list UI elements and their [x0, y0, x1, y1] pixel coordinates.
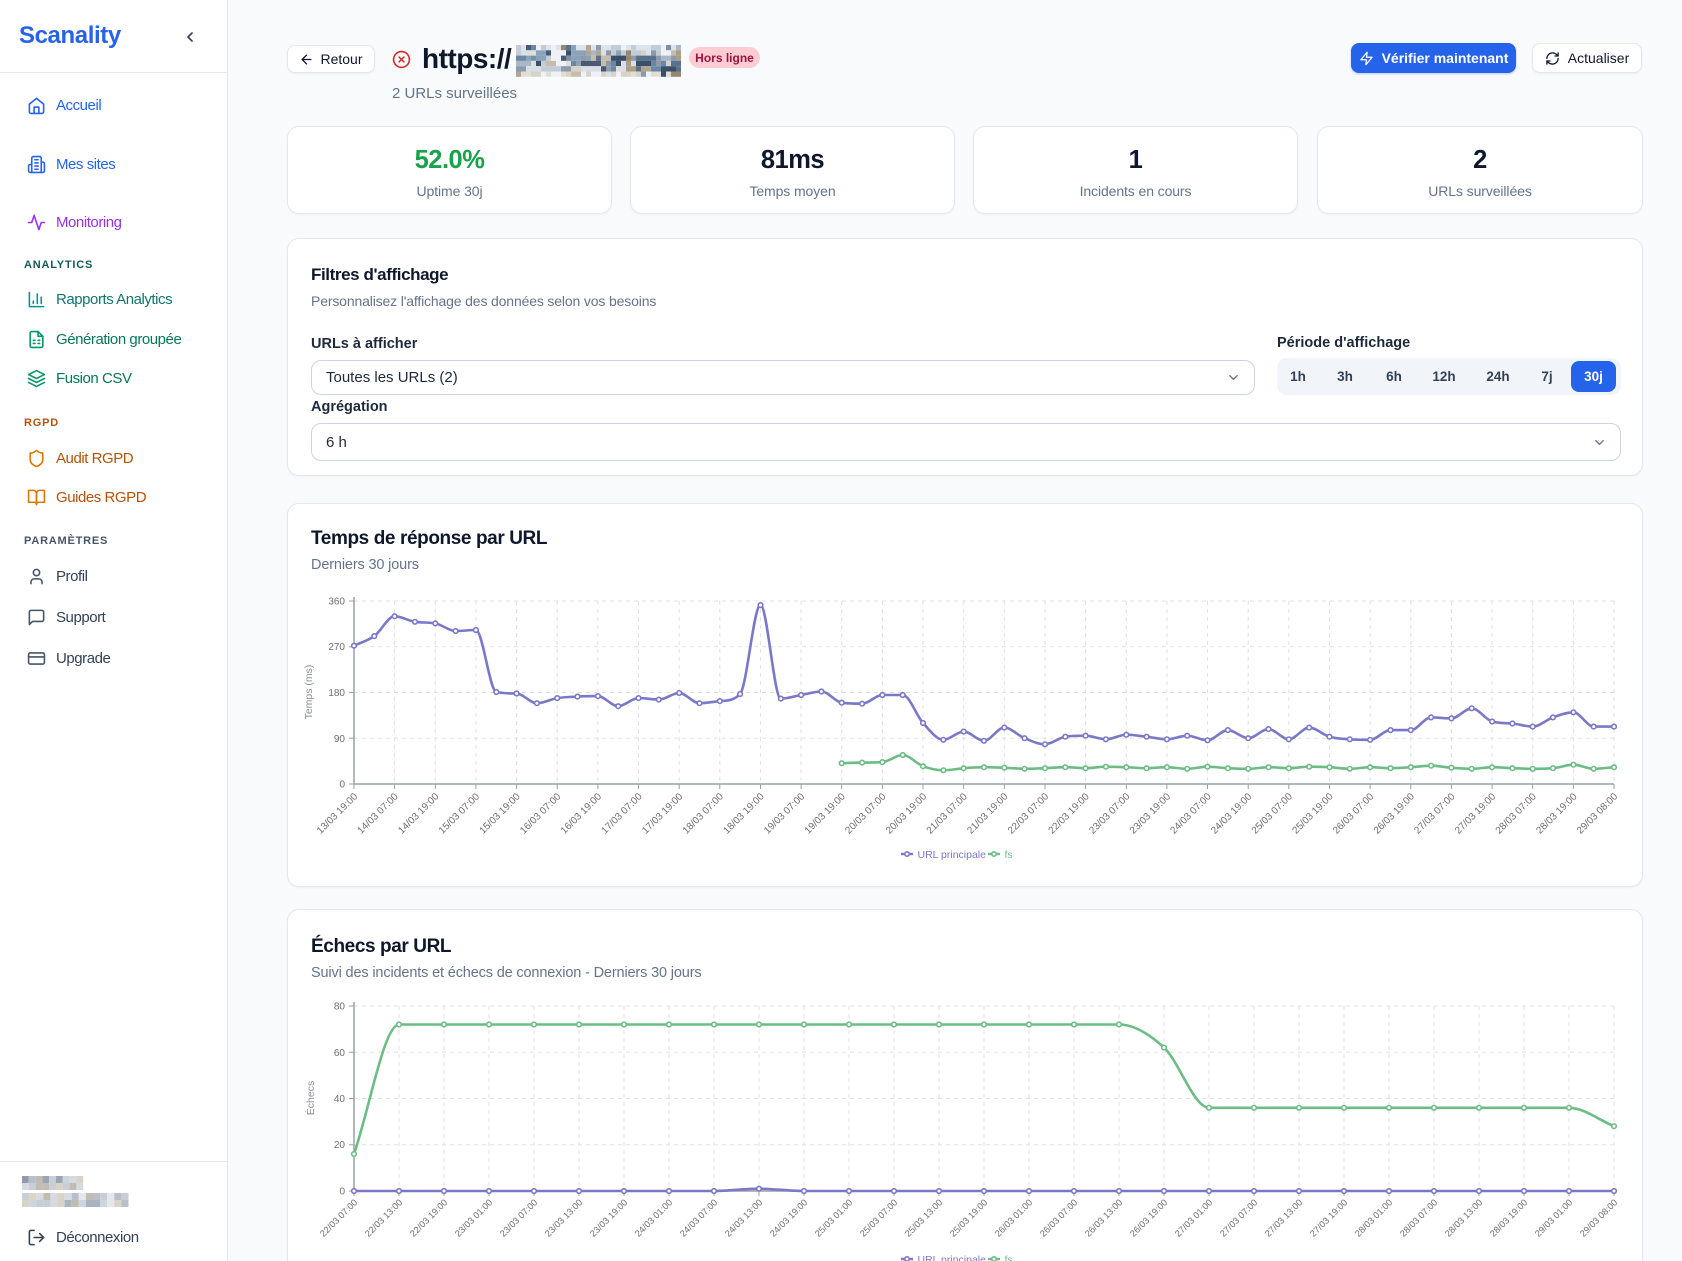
svg-text:19/03 07:00: 19/03 07:00: [762, 791, 807, 836]
svg-text:16/03 07:00: 16/03 07:00: [518, 791, 563, 836]
svg-text:23/03 07:00: 23/03 07:00: [498, 1197, 539, 1238]
svg-text:17/03 19:00: 17/03 19:00: [640, 791, 685, 836]
svg-text:24/03 07:00: 24/03 07:00: [1168, 791, 1213, 836]
svg-text:19/03 19:00: 19/03 19:00: [803, 791, 848, 836]
svg-text:26/03 07:00: 26/03 07:00: [1331, 791, 1376, 836]
svg-text:23/03 01:00: 23/03 01:00: [453, 1197, 494, 1238]
svg-text:26/03 13:00: 26/03 13:00: [1083, 1197, 1124, 1238]
svg-text:24/03 19:00: 24/03 19:00: [1209, 791, 1254, 836]
svg-text:28/03 19:00: 28/03 19:00: [1488, 1197, 1529, 1238]
svg-text:18/03 07:00: 18/03 07:00: [681, 791, 726, 836]
svg-text:0: 0: [339, 1187, 345, 1198]
svg-text:25/03 07:00: 25/03 07:00: [1250, 791, 1295, 836]
svg-text:14/03 07:00: 14/03 07:00: [356, 791, 401, 836]
svg-text:15/03 19:00: 15/03 19:00: [478, 791, 523, 836]
svg-text:20/03 07:00: 20/03 07:00: [843, 791, 888, 836]
svg-text:28/03 07:00: 28/03 07:00: [1398, 1197, 1439, 1238]
svg-text:27/03 01:00: 27/03 01:00: [1173, 1197, 1214, 1238]
svg-text:URL principale: URL principale: [918, 1254, 987, 1261]
svg-text:22/03 13:00: 22/03 13:00: [363, 1197, 404, 1238]
svg-text:22/03 07:00: 22/03 07:00: [318, 1197, 359, 1238]
svg-text:21/03 19:00: 21/03 19:00: [965, 791, 1010, 836]
svg-text:21/03 07:00: 21/03 07:00: [925, 791, 970, 836]
svg-text:60: 60: [334, 1048, 346, 1059]
svg-text:25/03 01:00: 25/03 01:00: [813, 1197, 854, 1238]
svg-text:22/03 07:00: 22/03 07:00: [1006, 791, 1051, 836]
svg-text:26/03 19:00: 26/03 19:00: [1128, 1197, 1169, 1238]
svg-text:16/03 19:00: 16/03 19:00: [559, 791, 604, 836]
svg-text:27/03 07:00: 27/03 07:00: [1218, 1197, 1259, 1238]
svg-text:23/03 13:00: 23/03 13:00: [543, 1197, 584, 1238]
svg-text:23/03 19:00: 23/03 19:00: [588, 1197, 629, 1238]
svg-text:23/03 19:00: 23/03 19:00: [1128, 791, 1173, 836]
svg-text:25/03 13:00: 25/03 13:00: [903, 1197, 944, 1238]
svg-text:fs: fs: [1005, 1254, 1013, 1261]
svg-text:14/03 19:00: 14/03 19:00: [396, 791, 441, 836]
svg-text:29/03 08:00: 29/03 08:00: [1575, 791, 1620, 836]
svg-text:15/03 07:00: 15/03 07:00: [437, 791, 482, 836]
svg-text:27/03 19:00: 27/03 19:00: [1308, 1197, 1349, 1238]
svg-text:24/03 13:00: 24/03 13:00: [723, 1197, 764, 1238]
svg-text:28/03 07:00: 28/03 07:00: [1494, 791, 1539, 836]
svg-text:27/03 19:00: 27/03 19:00: [1453, 791, 1498, 836]
svg-text:180: 180: [328, 688, 345, 699]
svg-text:29/03 01:00: 29/03 01:00: [1533, 1197, 1574, 1238]
svg-text:24/03 01:00: 24/03 01:00: [633, 1197, 674, 1238]
svg-text:0: 0: [339, 780, 345, 791]
svg-text:26/03 01:00: 26/03 01:00: [993, 1197, 1034, 1238]
svg-text:29/03 08:00: 29/03 08:00: [1578, 1197, 1619, 1238]
svg-text:fs: fs: [1005, 849, 1013, 861]
svg-text:80: 80: [334, 1002, 346, 1013]
svg-text:28/03 13:00: 28/03 13:00: [1443, 1197, 1484, 1238]
svg-text:90: 90: [334, 734, 346, 745]
svg-text:20: 20: [334, 1140, 346, 1151]
svg-text:40: 40: [334, 1094, 346, 1105]
svg-text:270: 270: [328, 642, 345, 653]
svg-text:23/03 07:00: 23/03 07:00: [1087, 791, 1132, 836]
svg-text:25/03 19:00: 25/03 19:00: [1290, 791, 1335, 836]
svg-text:27/03 07:00: 27/03 07:00: [1412, 791, 1457, 836]
svg-text:26/03 19:00: 26/03 19:00: [1372, 791, 1417, 836]
svg-text:28/03 01:00: 28/03 01:00: [1353, 1197, 1394, 1238]
svg-text:360: 360: [328, 597, 345, 608]
svg-text:25/03 07:00: 25/03 07:00: [858, 1197, 899, 1238]
svg-text:24/03 19:00: 24/03 19:00: [768, 1197, 809, 1238]
svg-text:26/03 07:00: 26/03 07:00: [1038, 1197, 1079, 1238]
svg-text:25/03 19:00: 25/03 19:00: [948, 1197, 989, 1238]
svg-text:18/03 19:00: 18/03 19:00: [721, 791, 766, 836]
svg-text:22/03 19:00: 22/03 19:00: [408, 1197, 449, 1238]
svg-text:24/03 07:00: 24/03 07:00: [678, 1197, 719, 1238]
svg-text:13/03 19:00: 13/03 19:00: [315, 791, 360, 836]
svg-text:28/03 19:00: 28/03 19:00: [1534, 791, 1579, 836]
svg-text:17/03 07:00: 17/03 07:00: [599, 791, 644, 836]
svg-text:Temps (ms): Temps (ms): [303, 665, 315, 720]
svg-text:20/03 19:00: 20/03 19:00: [884, 791, 929, 836]
svg-text:URL principale: URL principale: [918, 849, 987, 861]
svg-text:Échecs: Échecs: [304, 1081, 317, 1115]
svg-text:22/03 19:00: 22/03 19:00: [1047, 791, 1092, 836]
svg-text:27/03 13:00: 27/03 13:00: [1263, 1197, 1304, 1238]
